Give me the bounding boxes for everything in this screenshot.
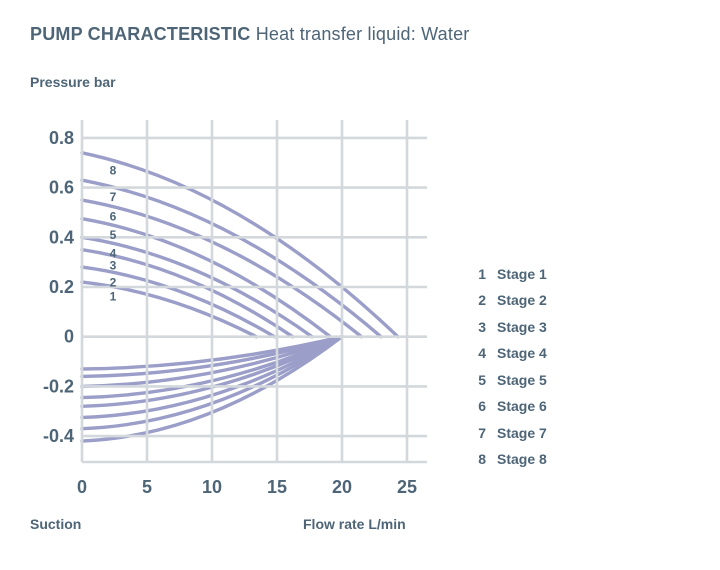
y-tick-label: -0.2 [43,376,74,396]
x-tick-label: 5 [142,477,152,497]
pressure-curve-stage-4 [80,235,314,339]
legend-item-number: 5 [478,371,486,388]
y-tick-label: 0.2 [49,277,74,297]
y-tick-label: 0 [64,327,74,347]
legend-item-label: Stage 2 [497,292,547,309]
pressure-curve-stage-3 [80,248,295,339]
legend-item-label: Stage 7 [497,424,547,441]
legend-item-label: Stage 8 [497,451,547,467]
y-tick-label: 0.6 [49,178,74,198]
legend-item-stage-2: 2 Stage 2 [462,287,547,313]
legend-item-label: Stage 4 [497,345,547,362]
pressure-curve-stage-6 [80,198,364,339]
y-tick-label: -0.4 [43,426,74,446]
legend-item-number: 1 [478,266,486,282]
pressure-curve-stage-1 [80,280,258,339]
legend-item-label: Stage 1 [497,266,547,282]
x-tick-label: 15 [267,477,287,497]
legend-item-label: Stage 5 [497,371,547,388]
grid-layer [80,120,427,464]
legend-item-number: 6 [478,398,486,415]
pressure-curve-stage-8 [80,151,400,339]
curve-number-label: 1 [110,290,117,304]
legend-item-number: 3 [478,318,486,335]
pressure-curve-stage-5 [80,216,332,339]
page-title: PUMP CHARACTERISTIC Heat transfer liquid… [30,24,470,45]
page-title-subtitle: Heat transfer liquid: Water [255,24,470,44]
curve-number-label: 6 [110,210,117,224]
x-tick-label: 0 [77,477,87,497]
page-title-main: PUMP CHARACTERISTIC [30,24,251,44]
legend-item-number: 4 [478,345,486,362]
legend-item-label: Stage 6 [497,398,547,415]
x-axis-caption: Flow rate L/min [303,516,406,532]
curve-number-label: 2 [110,275,117,289]
curve-number-label: 3 [110,259,117,273]
legend-item-stage-5: 5 Stage 5 [462,367,547,393]
y-tick-label: 0.8 [49,128,74,148]
x-tick-label: 25 [397,477,417,497]
x-tick-label: 10 [202,477,222,497]
legend-item-stage-8: 8 Stage 8 [462,446,547,472]
y-axis-caption: Pressure bar [30,74,116,90]
curve-number-label: 8 [110,163,117,177]
legend-item-stage-7: 7 Stage 7 [462,420,547,446]
legend-item-stage-6: 6 Stage 6 [462,393,547,419]
legend-item-label: Stage 3 [497,318,547,335]
curve-number-label: 7 [110,190,117,204]
legend-item-stage-1: 1 Stage 1 [462,261,547,287]
legend-item-number: 7 [478,424,486,441]
curve-number-label: 4 [110,246,117,260]
legend-item-stage-4: 4 Stage 4 [462,340,547,366]
y-tick-label: 0.4 [49,227,74,247]
x-tick-label: 20 [332,477,352,497]
legend-item-number: 8 [478,451,486,467]
legend-item-stage-3: 3 Stage 3 [462,314,547,340]
pressure-curve-stage-2 [80,265,277,339]
curve-number-label: 5 [110,228,117,242]
curves-layer [80,151,400,443]
suction-caption: Suction [30,516,82,532]
legend-item-number: 2 [478,292,486,309]
